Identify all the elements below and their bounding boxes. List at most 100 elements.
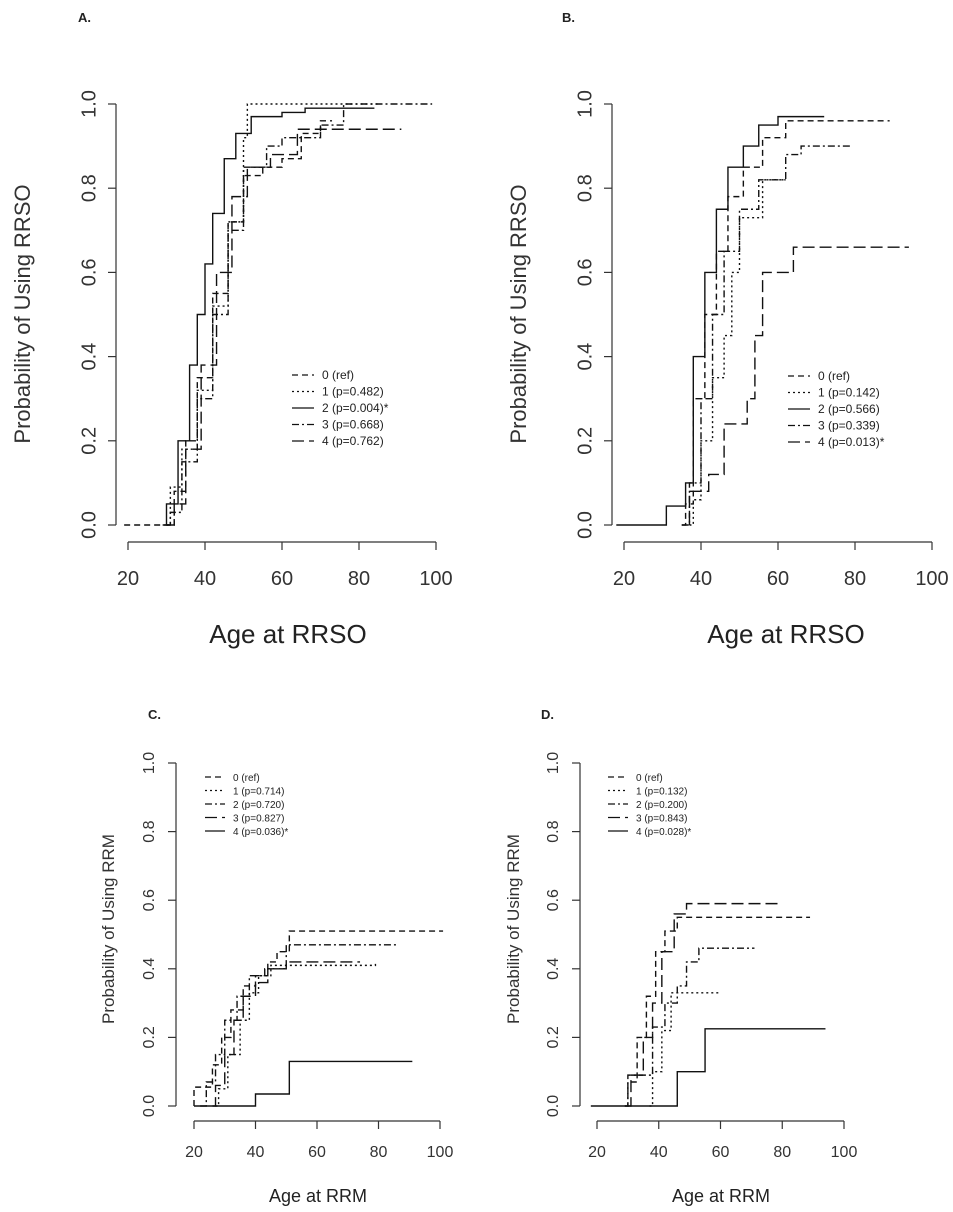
x-tick-label: 80 [370, 1144, 388, 1161]
legend-label-1: 1 (p=0.482) [322, 385, 384, 399]
x-tick-label: 40 [650, 1144, 668, 1161]
legend-label-1: 1 (p=0.142) [818, 386, 880, 400]
series-line-0 [193, 930, 444, 1106]
legend-label-3: 3 (p=0.668) [322, 418, 384, 432]
x-tick-label: 100 [427, 1144, 454, 1161]
y-tick-label: 1.0 [78, 90, 100, 118]
x-tick-label: 80 [844, 568, 866, 590]
legend-label-2: 2 (p=0.004)* [322, 401, 389, 415]
series-line-2 [624, 947, 755, 1107]
series-line-2 [200, 944, 397, 1107]
panel-letter: D. [541, 707, 554, 722]
y-tick-label: 0.0 [545, 1095, 562, 1117]
x-tick-label: 60 [308, 1144, 326, 1161]
series-line-4 [194, 1060, 413, 1107]
y-tick-label: 0.6 [545, 889, 562, 911]
series-line-4 [166, 128, 402, 526]
x-tick-label: 40 [247, 1144, 265, 1161]
y-tick-label: 0.2 [545, 1026, 562, 1048]
chart-panel-c: C. 20 40 60 80 100 0.0 0.2 0.4 0.6 0.8 1.0 Age at RR… [99, 707, 453, 1206]
y-tick-label: 0.8 [574, 174, 596, 202]
y-tick-label: 0.4 [545, 958, 562, 980]
series-line-0 [681, 120, 890, 526]
x-tick-label: 20 [185, 1144, 203, 1161]
legend-label-3: 3 (p=0.827) [233, 814, 284, 825]
legend-label-4: 4 (p=0.762) [322, 434, 384, 448]
y-tick-label: 0.4 [574, 343, 596, 371]
legend-label-1: 1 (p=0.714) [233, 787, 284, 798]
series-line-3 [627, 902, 780, 1107]
y-tick-label: 0.4 [141, 958, 158, 980]
legend: 0 (ref) 1 (p=0.132) 2 (p=0.200) 3 (p=0.843)… [608, 773, 691, 838]
series-line-1 [689, 179, 786, 526]
series-line-3 [212, 961, 361, 1107]
x-axis-title: Age at RRM [672, 1186, 770, 1206]
x-tick-label: 80 [773, 1144, 791, 1161]
y-tick-label: 0.0 [574, 511, 596, 539]
legend-label-0: 0 (ref) [233, 773, 260, 784]
legend-label-0: 0 (ref) [322, 368, 354, 382]
x-axis-title: Age at RRSO [707, 619, 865, 649]
y-tick-label: 0.6 [574, 258, 596, 286]
y-axis-title: Probability of Using RRSO [10, 184, 35, 443]
y-axis-title: Probability of Using RRSO [506, 184, 531, 443]
series-line-3 [681, 145, 852, 526]
x-tick-label: 20 [613, 568, 635, 590]
y-axis-title: Probability of Using RRM [504, 834, 523, 1024]
y-tick-label: 0.8 [141, 820, 158, 842]
y-tick-label: 0.2 [78, 427, 100, 455]
series-line-1 [166, 103, 379, 526]
x-tick-label: 20 [588, 1144, 606, 1161]
y-tick-label: 1.0 [574, 90, 596, 118]
y-tick-label: 0.8 [78, 174, 100, 202]
legend: 0 (ref) 1 (p=0.482) 2 (p=0.004)* 3 (p=0.668… [292, 368, 389, 448]
y-tick-label: 1.0 [545, 752, 562, 774]
x-tick-label: 40 [690, 568, 712, 590]
chart-panel-b: B. 20 40 60 80 100 0.0 0.2 0.4 0.6 0.8 1.0 Age at RR… [506, 10, 949, 649]
panel-letter: C. [148, 707, 161, 722]
y-tick-label: 0.0 [78, 511, 100, 539]
x-axis-title: Age at RRM [269, 1186, 367, 1206]
legend-label-0: 0 (ref) [636, 773, 663, 784]
x-tick-label: 60 [712, 1144, 730, 1161]
x-axis-title: Age at RRSO [209, 619, 367, 649]
y-tick-label: 0.6 [78, 258, 100, 286]
x-tick-label: 80 [348, 568, 370, 590]
chart-panel-d: D. 20 40 60 80 100 0.0 0.2 0.4 0.6 0.8 1.0 Age at RR… [504, 707, 857, 1206]
legend: 0 (ref) 1 (p=0.142) 2 (p=0.566) 3 (p=0.339)… [788, 369, 885, 449]
series-line-4 [688, 246, 909, 525]
y-axis-title: Probability of Using RRM [99, 834, 118, 1024]
legend: 0 (ref) 1 (p=0.714) 2 (p=0.720) 3 (p=0.827)… [205, 773, 288, 838]
series-line-3 [166, 103, 433, 526]
x-tick-label: 20 [117, 568, 139, 590]
panel-letter: A. [78, 10, 91, 25]
series-line-1 [215, 961, 377, 1107]
y-tick-label: 0.0 [141, 1095, 158, 1117]
y-tick-label: 0.8 [545, 820, 562, 842]
legend-label-2: 2 (p=0.566) [818, 402, 880, 416]
x-tick-label: 60 [767, 568, 789, 590]
series-line-0 [124, 120, 333, 526]
legend-label-2: 2 (p=0.200) [636, 800, 687, 811]
legend-label-4: 4 (p=0.013)* [818, 435, 885, 449]
legend-label-2: 2 (p=0.720) [233, 800, 284, 811]
chart-panel-a: A. 20 40 60 80 100 0.0 0.2 0.4 0.6 0.8 1.0 Age at RR… [10, 10, 453, 649]
y-tick-label: 0.2 [141, 1026, 158, 1048]
x-tick-label: 60 [271, 568, 293, 590]
series-line-1 [649, 992, 721, 1107]
legend-label-1: 1 (p=0.132) [636, 787, 687, 798]
series-line-2 [162, 107, 375, 526]
series-line-4 [590, 1028, 826, 1107]
panel-letter: B. [562, 10, 575, 25]
legend-label-3: 3 (p=0.339) [818, 419, 880, 433]
legend-label-3: 3 (p=0.843) [636, 814, 687, 825]
legend-label-4: 4 (p=0.036)* [233, 827, 288, 838]
x-tick-label: 100 [831, 1144, 858, 1161]
x-tick-label: 100 [915, 568, 948, 590]
legend-label-4: 4 (p=0.028)* [636, 827, 691, 838]
legend-label-0: 0 (ref) [818, 369, 850, 383]
y-tick-label: 0.6 [141, 889, 158, 911]
x-tick-label: 40 [194, 568, 216, 590]
series-line-0 [624, 916, 811, 1107]
